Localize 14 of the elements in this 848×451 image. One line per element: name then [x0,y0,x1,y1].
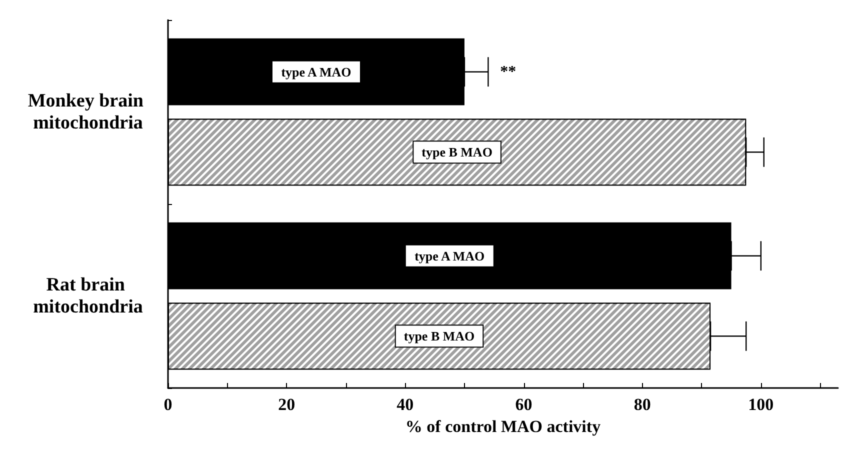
x-tick-label: 80 [634,395,651,414]
x-tick-label: 60 [515,395,532,414]
x-tick-label: 40 [396,395,414,414]
text: type A MAO [281,64,352,80]
series-label: type A MAO [414,248,485,264]
series-label: type B MAO [422,144,492,160]
y-tick-label: Rat brain mitochondria [33,274,144,318]
y-tick-label: Monkey brain mitochondria [28,90,148,134]
annotation: ** [500,63,516,80]
x-tick-label: 100 [748,395,774,414]
x-axis-title: % of control MAO activity [405,416,602,436]
text: type B MAO [404,328,475,344]
x-tick-label: 0 [164,395,172,414]
x-tick-label: 20 [278,395,296,414]
